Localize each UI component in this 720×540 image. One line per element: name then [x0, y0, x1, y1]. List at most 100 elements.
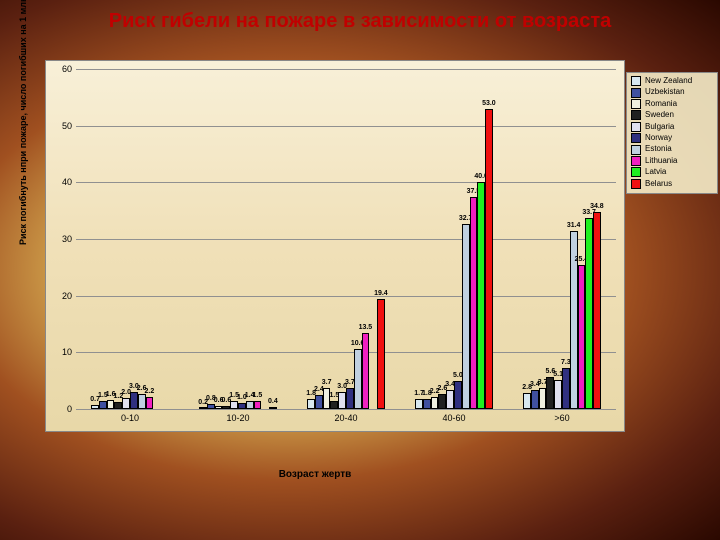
legend-label: Uzbekistan [645, 87, 685, 97]
bar [585, 218, 593, 409]
bar [107, 400, 115, 409]
gridline [76, 352, 616, 353]
gridline [76, 69, 616, 70]
bar [446, 390, 454, 409]
y-tick: 0 [67, 404, 72, 414]
legend-item: Sweden [631, 110, 713, 120]
legend-swatch [631, 76, 641, 86]
bar-value-label: 1.5 [253, 392, 263, 399]
y-tick: 20 [62, 291, 72, 301]
bar [122, 398, 130, 409]
bar [330, 401, 338, 410]
bar [207, 404, 215, 409]
bar [470, 197, 478, 410]
y-axis-label: Риск погибнуть нпри пожаре, число погибш… [18, 0, 28, 245]
legend: New ZealandUzbekistan RomaniaSweden Bulgar… [626, 72, 718, 194]
bar-value-label: 2.2 [145, 388, 155, 395]
legend-label: Estonia [645, 144, 672, 154]
x-tick: 40-60 [442, 413, 465, 423]
bar [362, 333, 370, 410]
legend-swatch [631, 145, 641, 155]
bar-value-label: 34.8 [590, 203, 604, 210]
legend-item: Romania [631, 99, 713, 109]
bar [215, 406, 223, 409]
bar [485, 109, 493, 409]
bar [423, 399, 431, 409]
bar-value-label: 13.5 [359, 324, 373, 331]
x-axis-label: Возраст жертв [0, 469, 630, 480]
legend-swatch [631, 88, 641, 98]
chart-area: 01020304050600-100.71.51.61.22.03.02.62.… [45, 60, 625, 432]
x-tick: 20-40 [334, 413, 357, 423]
gridline [76, 296, 616, 297]
legend-label: Sweden [645, 110, 674, 120]
legend-item: Estonia [631, 144, 713, 154]
legend-label: New Zealand [645, 76, 692, 86]
gridline [76, 409, 616, 410]
legend-label: Romania [645, 99, 677, 109]
bar [377, 299, 385, 409]
x-tick: 10-20 [226, 413, 249, 423]
legend-label: Bulgaria [645, 122, 674, 132]
bar [415, 399, 423, 409]
y-tick: 10 [62, 347, 72, 357]
legend-swatch [631, 156, 641, 166]
legend-item: Belarus [631, 179, 713, 189]
bar [146, 397, 154, 409]
y-tick: 30 [62, 234, 72, 244]
bar [138, 394, 146, 409]
bar [315, 395, 323, 409]
x-tick: 0-10 [121, 413, 139, 423]
plot: 01020304050600-100.71.51.61.22.03.02.62.… [76, 69, 616, 409]
legend-swatch [631, 167, 641, 177]
bar [238, 403, 246, 409]
legend-label: Latvia [645, 167, 666, 177]
bar [114, 402, 122, 409]
bar [354, 349, 362, 409]
legend-label: Belarus [645, 179, 672, 189]
bar [438, 394, 446, 409]
bar [531, 390, 539, 409]
x-tick: >60 [554, 413, 569, 423]
bar [254, 401, 262, 410]
bar [546, 377, 554, 409]
legend-swatch [631, 179, 641, 189]
legend-label: Norway [645, 133, 672, 143]
bar [99, 401, 107, 410]
bar [246, 401, 254, 409]
bar [477, 182, 485, 409]
legend-swatch [631, 99, 641, 109]
legend-label: Lithuania [645, 156, 677, 166]
legend-item: Bulgaria [631, 122, 713, 132]
bar [346, 388, 354, 409]
legend-swatch [631, 110, 641, 120]
bar [578, 265, 586, 409]
bar-value-label: 19.4 [374, 290, 388, 297]
bar [554, 380, 562, 409]
bar [431, 397, 439, 409]
legend-item: Uzbekistan [631, 87, 713, 97]
bar [130, 392, 138, 409]
bar [454, 381, 462, 409]
gridline [76, 126, 616, 127]
bar-value-label: 53.0 [482, 100, 496, 107]
bar [269, 407, 277, 409]
y-tick: 50 [62, 121, 72, 131]
bar-value-label: 0.4 [268, 398, 278, 405]
legend-item: Lithuania [631, 156, 713, 166]
page-title: Риск гибели на пожаре в зависимости от в… [0, 10, 720, 33]
bar-value-label: 3.7 [322, 379, 332, 386]
bar [338, 392, 346, 409]
bar-value-label: 31.4 [567, 222, 581, 229]
bar [523, 393, 531, 409]
bar [593, 212, 601, 409]
bar [199, 407, 207, 409]
bar [230, 401, 238, 410]
bar [91, 405, 99, 409]
slide: Риск гибели на пожаре в зависимости от в… [0, 0, 720, 540]
legend-swatch [631, 133, 641, 143]
bar [462, 224, 470, 409]
legend-item: Latvia [631, 167, 713, 177]
gridline [76, 182, 616, 183]
legend-item: New Zealand [631, 76, 713, 86]
